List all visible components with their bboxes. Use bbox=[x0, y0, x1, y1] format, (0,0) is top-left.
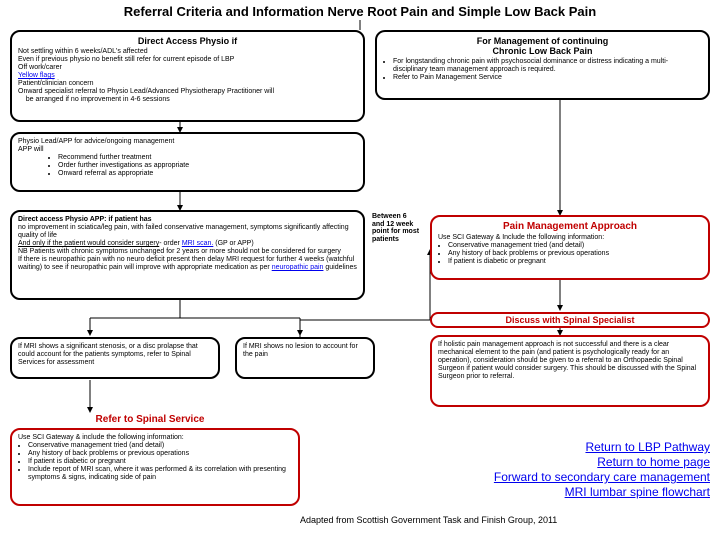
box-f-text: If MRI shows a significant stenosis, or … bbox=[18, 343, 212, 367]
box-a-header: Direct Access Physio if bbox=[18, 36, 357, 46]
box-d-lead: Direct access Physio APP: if patient has bbox=[18, 216, 152, 223]
box-g-text: If MRI shows no lesion to account for th… bbox=[243, 343, 367, 359]
box-e-body: Use SCI Gateway & Include the following … bbox=[438, 234, 702, 266]
box-a-line: Patient/clinician concern bbox=[18, 80, 357, 88]
box-d-text: - order bbox=[159, 240, 182, 247]
box-c-body: Physio Lead/APP for advice/ongoing manag… bbox=[18, 138, 357, 178]
box-d-underline: And only if the patient would consider s… bbox=[18, 240, 159, 247]
box-e-bullet: Any history of back problems or previous… bbox=[448, 250, 702, 258]
box-e-bullet: Conservative management tried (and detai… bbox=[448, 242, 702, 250]
footer-text: Adapted from Scottish Government Task an… bbox=[300, 515, 557, 525]
mri-flowchart-link[interactable]: MRI lumbar spine flowchart bbox=[400, 485, 710, 500]
box-e-intro: Use SCI Gateway & Include the following … bbox=[438, 234, 702, 242]
box-d-line: no improvement in sciatica/leg pain, wit… bbox=[18, 224, 357, 240]
mri-scan-link[interactable]: MRI scan. bbox=[182, 240, 214, 247]
box-direct-access-physio: Direct Access Physio if Not settling wit… bbox=[10, 30, 365, 122]
box-chronic-lbp: For Management of continuing Chronic Low… bbox=[375, 30, 710, 100]
box-a-line: Off work/carer bbox=[18, 64, 357, 72]
box-sci-gateway: Use SCI Gateway & include the following … bbox=[10, 428, 300, 506]
return-links: Return to LBP Pathway Return to home pag… bbox=[400, 440, 710, 500]
box-i-bullet: Conservative management tried (and detai… bbox=[28, 442, 292, 450]
box-mri-stenosis: If MRI shows a significant stenosis, or … bbox=[10, 337, 220, 379]
neuropathic-pain-link[interactable]: neuropathic pain bbox=[272, 264, 324, 271]
refer-title: Refer to Spinal Service bbox=[60, 414, 240, 425]
box-b-body: For longstanding chronic pain with psych… bbox=[383, 58, 702, 82]
box-physio-lead-app: Physio Lead/APP for advice/ongoing manag… bbox=[10, 132, 365, 192]
box-c-line: APP will bbox=[18, 146, 357, 154]
box-d-line: NB Patients with chronic symptoms unchan… bbox=[18, 248, 357, 256]
box-c-bullet: Order further investigations as appropri… bbox=[58, 162, 357, 170]
box-c-bullet: Recommend further treatment bbox=[58, 154, 357, 162]
return-lbp-link[interactable]: Return to LBP Pathway bbox=[400, 440, 710, 455]
page-title: Referral Criteria and Information Nerve … bbox=[0, 4, 720, 19]
box-holistic: If holistic pain management approach is … bbox=[430, 335, 710, 407]
return-home-link[interactable]: Return to home page bbox=[400, 455, 710, 470]
timepoint-label: Between 6 and 12 week point for most pat… bbox=[372, 213, 420, 244]
box-d-text: (GP or APP) bbox=[213, 240, 253, 247]
box-b-bullet: Refer to Pain Management Service bbox=[393, 74, 702, 82]
box-d-text: guidelines bbox=[323, 264, 356, 271]
discuss-title: Discuss with Spinal Specialist bbox=[436, 315, 704, 325]
box-mri-no-lesion: If MRI shows no lesion to account for th… bbox=[235, 337, 375, 379]
yellow-flags-link[interactable]: Yellow flags bbox=[18, 72, 55, 79]
box-a-line: Not settling within 6 weeks/ADL's affect… bbox=[18, 48, 357, 56]
box-c-line: Physio Lead/APP for advice/ongoing manag… bbox=[18, 138, 357, 146]
box-pain-management-approach: Pain Management Approach Use SCI Gateway… bbox=[430, 215, 710, 280]
box-h-text: If holistic pain management approach is … bbox=[438, 341, 702, 381]
box-e-bullet: If patient is diabetic or pregnant bbox=[448, 258, 702, 266]
box-b-bullet: For longstanding chronic pain with psych… bbox=[393, 58, 702, 74]
box-a-line: be arranged if no improvement in 4-6 ses… bbox=[18, 96, 357, 104]
box-e-header: Pain Management Approach bbox=[438, 221, 702, 232]
box-c-bullet: Onward referral as appropriate bbox=[58, 170, 357, 178]
box-i-bullet: Include report of MRI scan, where it was… bbox=[28, 466, 292, 482]
box-i-bullet: If patient is diabetic or pregnant bbox=[28, 458, 292, 466]
box-a-line: Onward specialist referral to Physio Lea… bbox=[18, 88, 357, 96]
box-b-header: For Management of continuing bbox=[383, 36, 702, 46]
box-a-line: Even if previous physio no benefit still… bbox=[18, 56, 357, 64]
box-discuss-title: Discuss with Spinal Specialist bbox=[430, 312, 710, 328]
box-i-bullet: Any history of back problems or previous… bbox=[28, 450, 292, 458]
flowchart-canvas: Referral Criteria and Information Nerve … bbox=[0, 0, 720, 540]
box-i-intro: Use SCI Gateway & include the following … bbox=[18, 434, 292, 442]
box-d-body: Direct access Physio APP: if patient has… bbox=[18, 216, 357, 272]
box-b-header2: Chronic Low Back Pain bbox=[383, 46, 702, 56]
box-i-body: Use SCI Gateway & include the following … bbox=[18, 434, 292, 482]
box-a-body: Not settling within 6 weeks/ADL's affect… bbox=[18, 48, 357, 104]
box-direct-access-app: Direct access Physio APP: if patient has… bbox=[10, 210, 365, 300]
forward-secondary-link[interactable]: Forward to secondary care management bbox=[400, 470, 710, 485]
